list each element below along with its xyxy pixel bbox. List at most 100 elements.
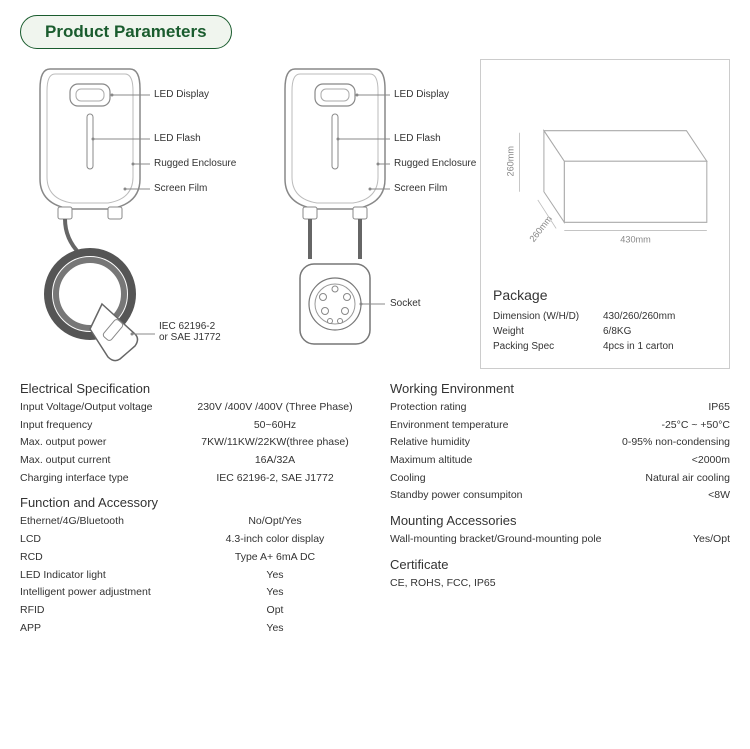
top-section: LED Display LED Flash Rugged Enclosure S… [20,59,730,369]
spec-label: Max. output power [20,435,190,450]
spec-label: APP [20,621,190,636]
spec-heading: Function and Accessory [20,495,360,510]
spec-heading: Certificate [390,557,730,572]
spec-value: Type A+ 6mA DC [190,550,360,565]
spec-value: 4.3-inch color display [190,532,360,547]
package-panel: 260mm 260mm 430mm Package Dimension (W/H… [480,59,730,369]
spec-value [560,576,730,591]
spec-value: Yes [190,568,360,583]
spec-label: Standby power consumpiton [390,488,560,503]
page-title: Product Parameters [45,22,207,41]
spec-row: Wall-mounting bracket/Ground-mounting po… [390,532,730,547]
spec-value: -25°C ~ +50°C [560,418,730,433]
specs-right-col: Working Environment Protection ratingIP65… [390,381,730,638]
spec-value: Natural air cooling [560,471,730,486]
spec-row: Input frequency50~60Hz [20,418,360,433]
spec-label: RFID [20,603,190,618]
spec-label: Relative humidity [390,435,560,450]
spec-row: Maximum altitude<2000m [390,453,730,468]
spec-row: RFIDOpt [20,603,360,618]
specs-left-col: Electrical Specification Input Voltage/Ou… [20,381,360,638]
spec-row: Ethernet/4G/BluetoothNo/Opt/Yes [20,514,360,529]
spec-label: Ethernet/4G/Bluetooth [20,514,190,529]
diagram-charger-socket: LED Display LED Flash Rugged Enclosure S… [265,59,465,369]
spec-row: Standby power consumpiton<8W [390,488,730,503]
callout-connector: IEC 62196-2 or SAE J1772 [159,321,221,343]
callout-led-display-2: LED Display [394,89,449,100]
spec-value: Yes/Opt [650,532,730,547]
spec-label: LCD [20,532,190,547]
spec-row: Protection ratingIP65 [390,400,730,415]
specs-section: Electrical Specification Input Voltage/Ou… [20,381,730,638]
spec-label: LED Indicator light [20,568,190,583]
spec-label: Maximum altitude [390,453,560,468]
spec-value: <2000m [560,453,730,468]
spec-label: CE, ROHS, FCC, IP65 [390,576,560,591]
title-pill: Product Parameters [20,15,232,49]
package-rows: Dimension (W/H/D)430/260/260mmWeight6/8K… [493,311,717,356]
charger-socket-svg [265,59,465,369]
spec-label: Input Voltage/Output voltage [20,400,190,415]
spec-value: <8W [560,488,730,503]
spec-value: 16A/32A [190,453,360,468]
spec-row: APPYes [20,621,360,636]
box-dim-d: 260mm [527,213,554,244]
spec-value: 230V /400V /400V (Three Phase) [190,400,360,415]
spec-row: CoolingNatural air cooling [390,471,730,486]
spec-row: Input Voltage/Output voltage230V /400V /… [20,400,360,415]
spec-value: Yes [190,585,360,600]
diagram-charger-cable: LED Display LED Flash Rugged Enclosure S… [20,59,250,369]
spec-row: CE, ROHS, FCC, IP65 [390,576,730,591]
callout-led-display: LED Display [154,89,209,100]
spec-value: IP65 [560,400,730,415]
spec-heading: Electrical Specification [20,381,360,396]
spec-row: Relative humidity0-95% non-condensing [390,435,730,450]
callout-film: Screen Film [154,183,207,194]
spec-row: Charging interface typeIEC 62196-2, SAE … [20,471,360,486]
box-dim-w: 430mm [620,235,651,245]
spec-value: Opt [190,603,360,618]
package-title: Package [493,287,717,303]
spec-value: Yes [190,621,360,636]
callout-led-flash: LED Flash [154,133,201,144]
spec-heading: Working Environment [390,381,730,396]
spec-value: No/Opt/Yes [190,514,360,529]
spec-label: RCD [20,550,190,565]
spec-value: 7KW/11KW/22KW(three phase) [190,435,360,450]
package-row: Weight6/8KG [493,326,717,337]
spec-row: Max. output power7KW/11KW/22KW(three pha… [20,435,360,450]
spec-label: Wall-mounting bracket/Ground-mounting po… [390,532,650,547]
spec-label: Max. output current [20,453,190,468]
spec-row: Intelligent power adjustmentYes [20,585,360,600]
spec-label: Protection rating [390,400,560,415]
pkg-label: Weight [493,326,603,337]
spec-label: Cooling [390,471,560,486]
callout-led-flash-2: LED Flash [394,133,441,144]
spec-label: Environment temperature [390,418,560,433]
package-row: Dimension (W/H/D)430/260/260mm [493,311,717,322]
callout-film-2: Screen Film [394,183,447,194]
spec-heading: Mounting Accessories [390,513,730,528]
callout-rugged-2: Rugged Enclosure [394,158,476,169]
spec-value: IEC 62196-2, SAE J1772 [190,471,360,486]
spec-row: RCDType A+ 6mA DC [20,550,360,565]
spec-row: Max. output current16A/32A [20,453,360,468]
spec-value: 50~60Hz [190,418,360,433]
spec-value: 0-95% non-condensing [560,435,730,450]
pkg-value: 430/260/260mm [603,311,717,322]
box-dim-h: 260mm [505,146,515,177]
spec-label: Charging interface type [20,471,190,486]
package-box-svg: 260mm 260mm 430mm [493,72,717,281]
spec-label: Input frequency [20,418,190,433]
callout-rugged: Rugged Enclosure [154,158,236,169]
pkg-value: 6/8KG [603,326,717,337]
pkg-label: Packing Spec [493,341,603,352]
pkg-value: 4pcs in 1 carton [603,341,717,352]
callout-socket: Socket [390,298,421,309]
pkg-label: Dimension (W/H/D) [493,311,603,322]
spec-row: LED Indicator lightYes [20,568,360,583]
spec-label: Intelligent power adjustment [20,585,190,600]
package-row: Packing Spec4pcs in 1 carton [493,341,717,352]
spec-row: Environment temperature-25°C ~ +50°C [390,418,730,433]
spec-row: LCD4.3-inch color display [20,532,360,547]
